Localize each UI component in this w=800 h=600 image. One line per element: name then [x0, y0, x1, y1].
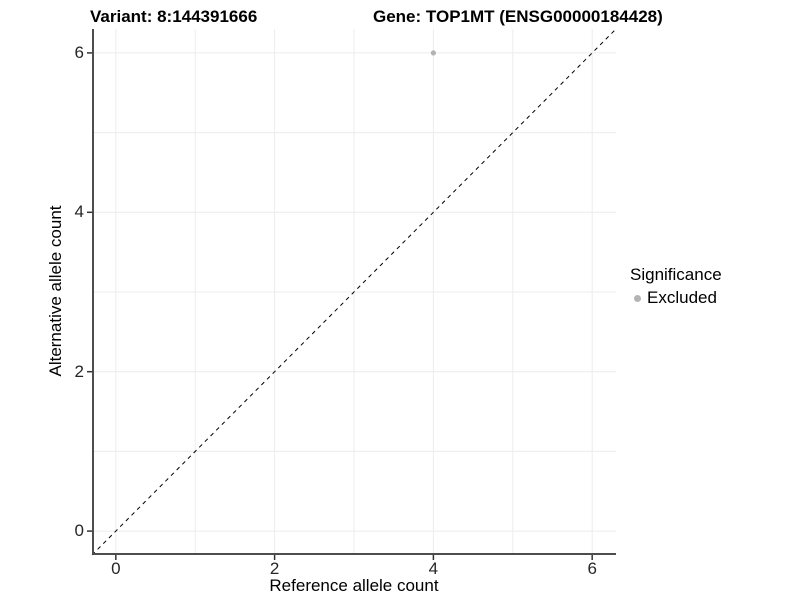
y-axis-title: Alternative allele count — [46, 205, 65, 377]
x-tick-label: 4 — [428, 559, 439, 578]
plot-panel — [87, 28, 617, 560]
x-tick-label: 6 — [587, 559, 597, 578]
y-tick-label: 6 — [74, 42, 84, 62]
legend: Significance Excluded — [630, 265, 722, 308]
x-tick-label: 2 — [269, 559, 280, 578]
legend-point-icon — [634, 294, 641, 302]
gene-title: Gene: TOP1MT (ENSG00000184428) — [373, 7, 663, 26]
identity-dashed-line — [91, 28, 617, 556]
y-tick-label: 4 — [74, 202, 84, 222]
legend-items: Excluded — [630, 288, 722, 308]
x-axis-title: Reference allele count — [269, 576, 439, 595]
legend-item-label: Excluded — [647, 288, 717, 307]
scatter-plot-canvas — [87, 28, 617, 560]
legend-title: Significance — [630, 265, 722, 284]
data-point — [430, 50, 436, 56]
y-tick-label: 2 — [74, 361, 84, 381]
variant-title: Variant: 8:144391666 — [90, 7, 258, 26]
y-tick-label: 0 — [74, 521, 84, 541]
legend-item: Excluded — [634, 288, 722, 308]
x-tick-label: 0 — [111, 559, 121, 578]
